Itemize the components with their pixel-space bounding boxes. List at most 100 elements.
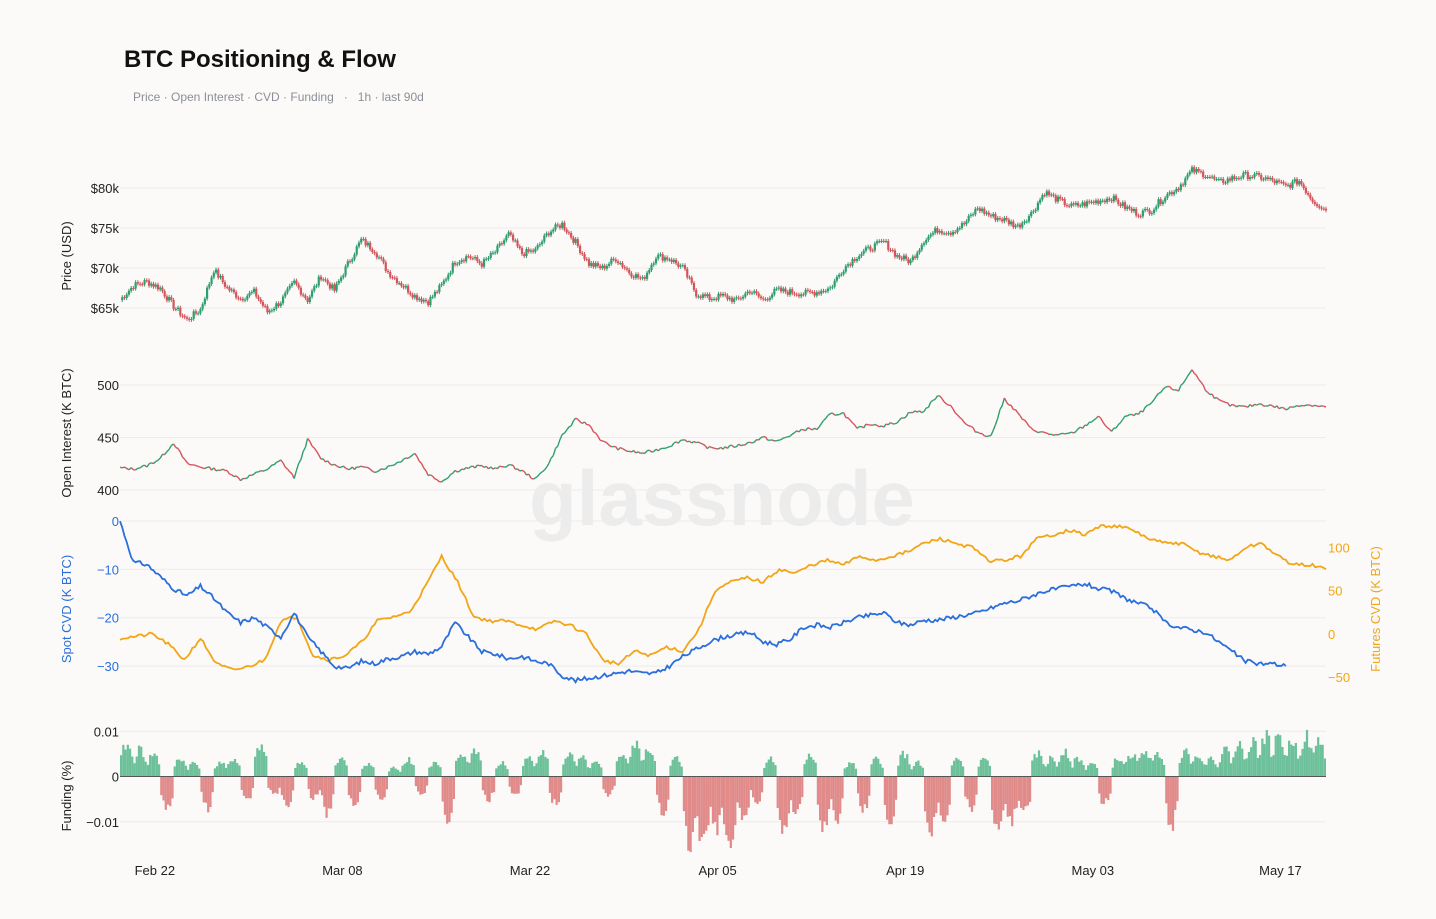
funding-bar xyxy=(798,776,802,805)
funding-bar xyxy=(725,776,728,836)
price-candle xyxy=(480,263,483,267)
x-tick-label: Apr 19 xyxy=(886,863,924,878)
oi-line-segment xyxy=(629,450,632,453)
price-candle xyxy=(813,292,816,296)
price-candle xyxy=(123,297,126,299)
price-candle xyxy=(147,280,151,286)
oi-line-segment xyxy=(434,478,438,481)
futures-cvd-tick-label: 0 xyxy=(1328,627,1335,642)
oi-line-segment xyxy=(322,458,327,463)
funding-bar xyxy=(510,776,514,794)
oi-line-segment xyxy=(1115,424,1119,429)
funding-bar xyxy=(227,764,230,777)
price-candle xyxy=(934,228,937,233)
oi-line-segment xyxy=(1162,386,1166,390)
oi-line-segment xyxy=(360,465,364,468)
oi-line-segment xyxy=(675,441,679,444)
oi-line-segment xyxy=(776,439,779,442)
oi-line-segment xyxy=(726,445,731,449)
oi-line-segment xyxy=(293,470,298,479)
price-candle xyxy=(730,297,734,302)
oi-line-segment xyxy=(526,473,529,476)
oi-line-segment xyxy=(644,450,648,454)
price-candle xyxy=(1110,200,1113,202)
price-candle xyxy=(465,256,468,262)
funding-bar xyxy=(1225,746,1228,777)
price-candle xyxy=(514,240,517,242)
price-candle xyxy=(1032,211,1035,213)
funding-bar xyxy=(269,776,272,791)
price-candle xyxy=(1056,196,1060,202)
oi-line-segment xyxy=(262,469,266,472)
oi-line-segment xyxy=(1283,407,1287,411)
price-candle xyxy=(496,245,499,253)
price-candle xyxy=(447,274,450,280)
price-candle xyxy=(161,287,164,292)
price-candle xyxy=(127,290,131,295)
funding-bar xyxy=(597,763,601,777)
oi-line-segment xyxy=(1260,403,1264,407)
oi-line-segment xyxy=(1209,393,1213,396)
funding-bar xyxy=(425,776,429,786)
price-candle xyxy=(927,236,930,241)
price-candle xyxy=(855,258,859,261)
oi-line-segment xyxy=(990,430,994,436)
funding-bar xyxy=(1167,776,1170,825)
oi-line-segment xyxy=(648,449,652,453)
oi-line-segment xyxy=(1033,429,1036,432)
price-candle xyxy=(1246,171,1249,180)
price-candle xyxy=(1278,180,1281,182)
price-candle xyxy=(355,246,358,255)
oi-line-segment xyxy=(164,451,168,455)
price-candle xyxy=(438,285,441,293)
funding-bar xyxy=(1180,757,1184,777)
x-tick-label: May 03 xyxy=(1072,863,1115,878)
oi-line-segment xyxy=(1218,398,1222,402)
price-candle xyxy=(561,222,564,228)
oi-line-segment xyxy=(182,456,186,460)
oi-line-segment xyxy=(425,470,429,476)
funding-bar xyxy=(530,760,534,777)
oi-line-segment xyxy=(923,407,927,412)
price-candle xyxy=(503,240,506,244)
price-candle xyxy=(250,292,253,294)
funding-bar xyxy=(499,764,502,777)
oi-line-segment xyxy=(548,457,552,464)
price-candle xyxy=(960,223,964,229)
funding-bar xyxy=(191,761,194,777)
price-candle xyxy=(1047,191,1051,196)
funding-bar xyxy=(548,776,552,793)
price-candle xyxy=(851,259,854,266)
oi-line-segment xyxy=(706,445,711,450)
oi-line-segment xyxy=(559,434,563,440)
funding-bar xyxy=(903,758,907,777)
funding-bar xyxy=(300,762,304,777)
oi-line-segment xyxy=(278,459,282,462)
oi-line-segment xyxy=(369,468,373,472)
funding-bar xyxy=(1158,757,1161,777)
price-candle xyxy=(878,241,881,243)
funding-bar xyxy=(743,776,746,816)
price-candle xyxy=(891,250,894,252)
funding-bar xyxy=(566,756,569,777)
funding-bar xyxy=(787,776,790,814)
oi-line-segment xyxy=(847,417,851,421)
price-candle xyxy=(831,286,834,288)
funding-bar xyxy=(1064,748,1067,777)
funding-bar xyxy=(1149,758,1152,777)
oi-line-segment xyxy=(555,445,559,449)
oi-line-segment xyxy=(1158,391,1162,395)
price-candle xyxy=(567,232,570,234)
oi-line-segment xyxy=(1171,388,1175,391)
funding-bar xyxy=(472,748,476,777)
funding-bar xyxy=(1321,744,1324,777)
funding-bar xyxy=(870,764,873,777)
price-candle xyxy=(333,284,336,291)
price-candle xyxy=(1324,208,1328,211)
oi-line-segment xyxy=(193,464,197,467)
funding-bar xyxy=(341,757,344,777)
price-candle xyxy=(319,276,323,280)
funding-bar xyxy=(307,776,310,789)
price-candle xyxy=(172,299,175,310)
price-candle xyxy=(1184,178,1187,185)
